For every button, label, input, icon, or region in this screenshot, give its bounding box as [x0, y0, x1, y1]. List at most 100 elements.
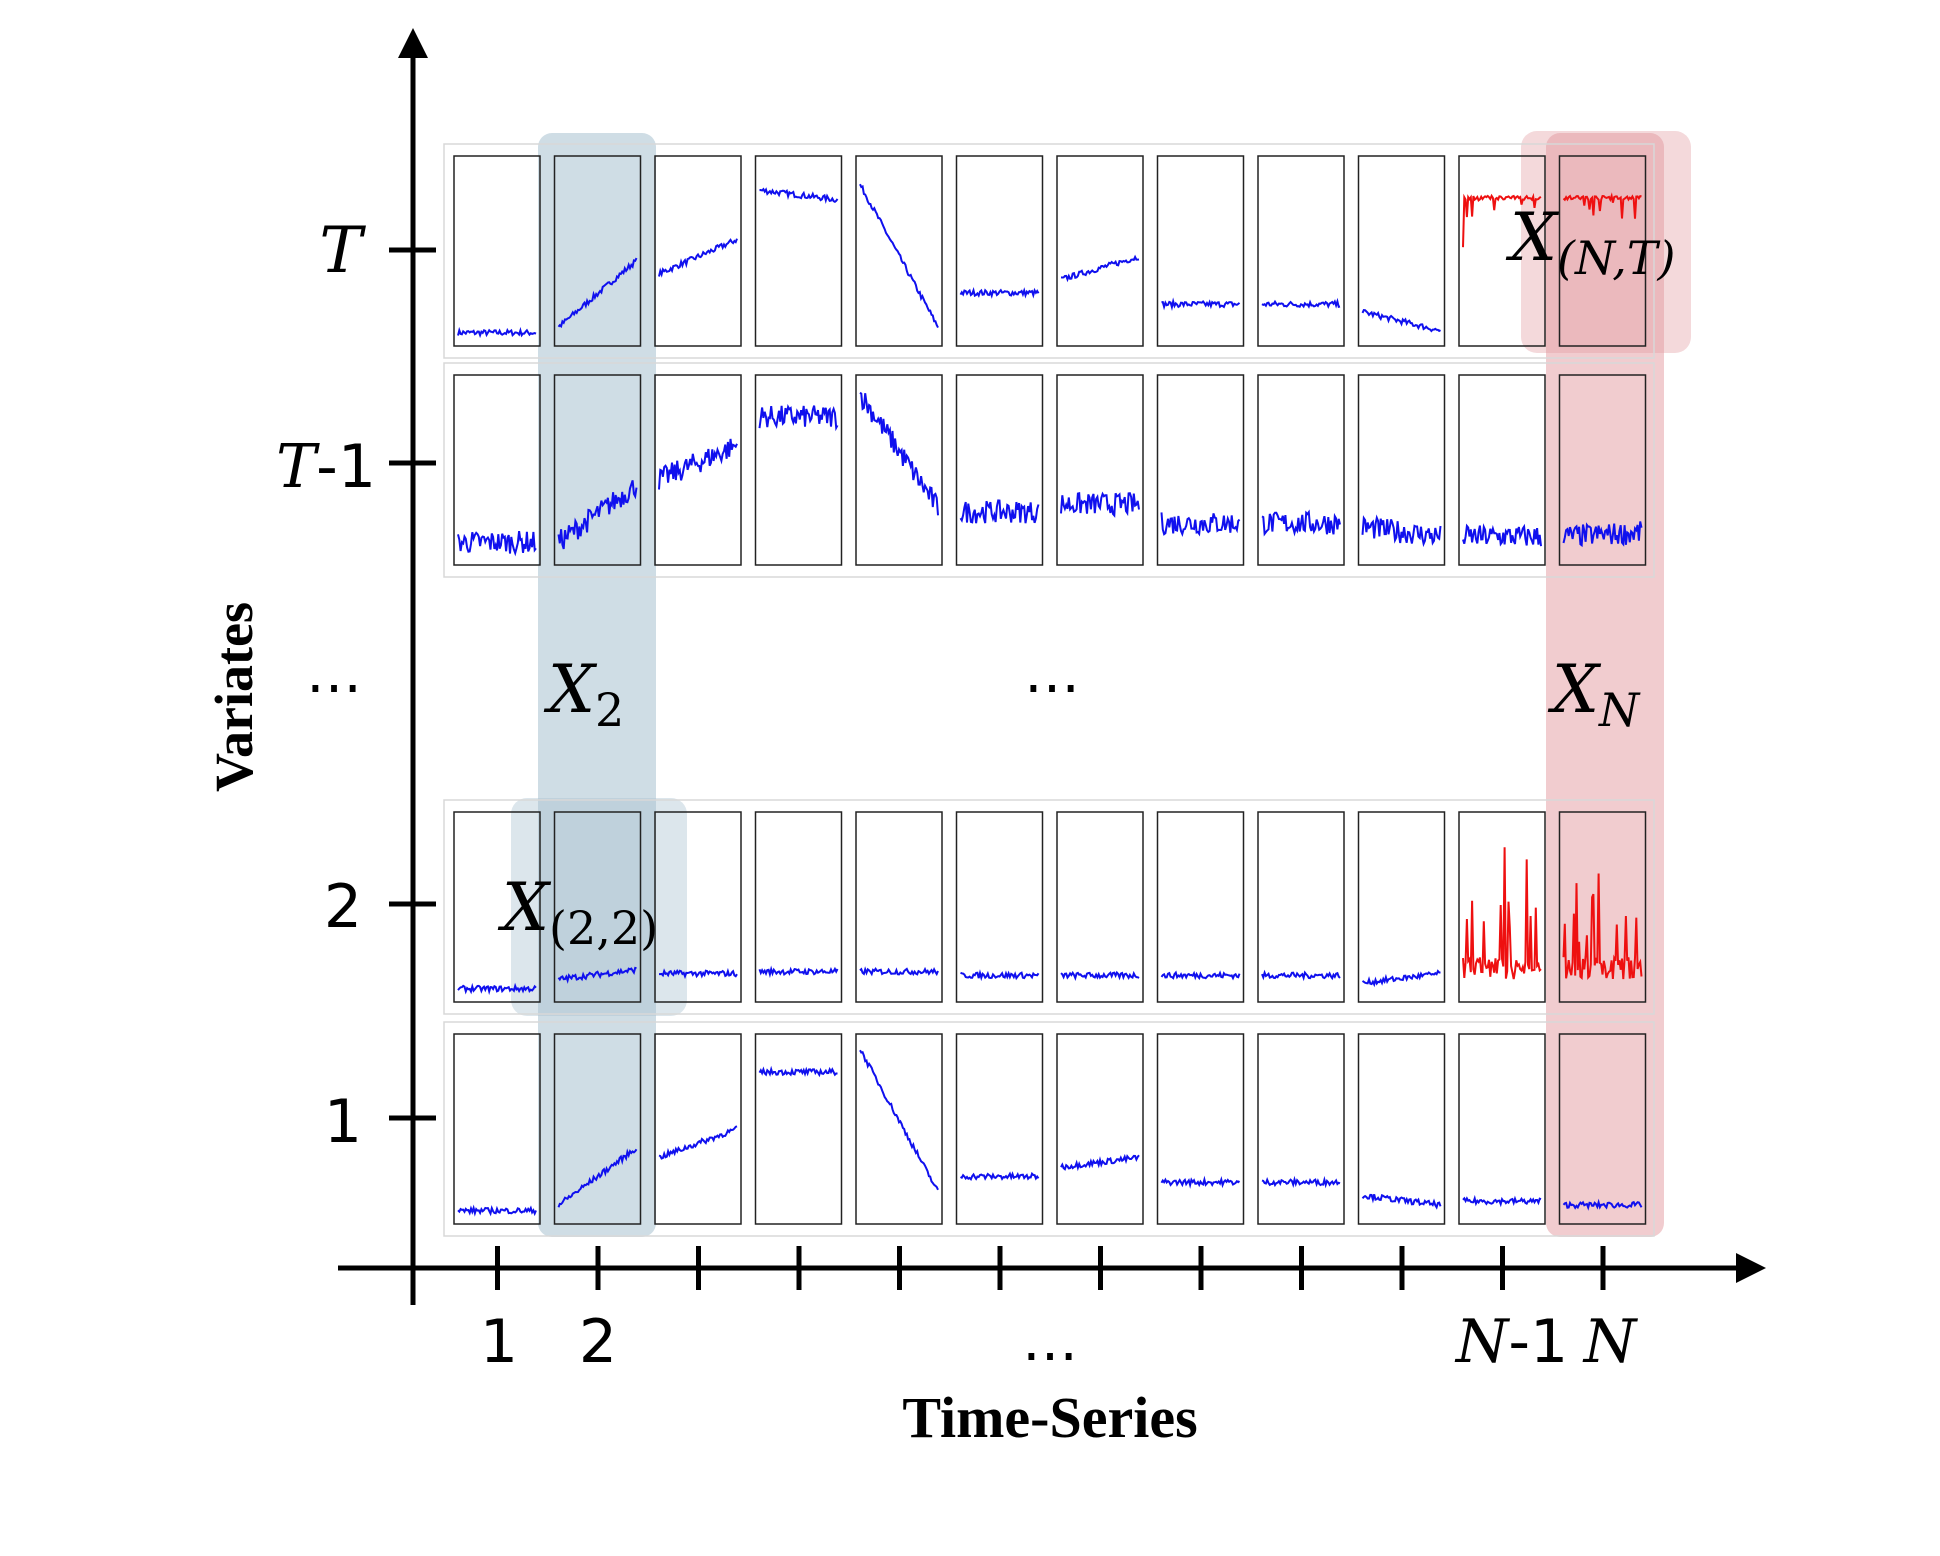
series-line	[1160, 1175, 1241, 1189]
series-cell-frame	[1056, 374, 1144, 566]
series-line	[1060, 254, 1140, 283]
series-line	[1060, 491, 1140, 518]
series-cell	[1357, 1033, 1446, 1225]
series-cell	[955, 1033, 1044, 1225]
series-cell	[855, 374, 943, 566]
anomalous-series-line	[1562, 192, 1642, 219]
series-cell-frame	[754, 811, 843, 1003]
series-cell	[1257, 155, 1345, 347]
series-cell-frame	[1257, 374, 1345, 566]
y-tick-label-1: 1	[324, 1087, 362, 1157]
series-line	[457, 1204, 537, 1217]
variate-row-1	[443, 1021, 1655, 1237]
series-cell-frame	[453, 374, 541, 566]
series-cell	[553, 811, 642, 1003]
series-cell	[855, 155, 943, 347]
series-cell	[754, 811, 843, 1003]
series-cell-frame	[1156, 1033, 1245, 1225]
series-cell-frame	[1357, 1033, 1446, 1225]
series-cell	[1357, 811, 1446, 1003]
series-line	[859, 183, 939, 329]
series-cell-frame	[855, 374, 943, 566]
series-cell	[453, 155, 541, 347]
series-cell	[453, 1033, 541, 1225]
y-axis-ticks	[389, 247, 436, 1121]
series-line	[1462, 1194, 1542, 1208]
series-cell-frame	[654, 155, 742, 347]
series-line	[1160, 970, 1241, 981]
series-cell	[754, 374, 843, 566]
series-cell	[1558, 374, 1647, 566]
series-line	[1161, 297, 1241, 311]
series-line	[557, 966, 637, 984]
variate-row-T-1	[443, 362, 1655, 578]
series-cell	[1558, 155, 1647, 347]
series-cell	[1558, 1033, 1647, 1225]
series-cell-frame	[654, 811, 742, 1003]
series-cell-frame	[754, 155, 843, 347]
series-cell	[1458, 155, 1546, 347]
column-n-label: XN	[1547, 651, 1641, 737]
series-line	[959, 287, 1040, 299]
series-cell	[654, 811, 742, 1003]
series-cell	[553, 374, 642, 566]
series-cell-frame	[1357, 155, 1446, 347]
series-line	[859, 1049, 939, 1191]
series-line	[758, 965, 839, 979]
series-cell	[1156, 811, 1245, 1003]
series-cell	[1458, 811, 1546, 1003]
cell-n-t-label: X(N,T)	[1505, 199, 1676, 285]
y-tick-label-2: 2	[324, 872, 362, 942]
x-tick-label-n: N	[1582, 1307, 1639, 1377]
series-cell-frame	[1558, 1033, 1647, 1225]
x-tick-label-1: 1	[480, 1307, 518, 1377]
series-cell-frame	[855, 811, 943, 1003]
variate-row-2	[443, 799, 1655, 1015]
series-cell-frame	[553, 155, 642, 347]
series-line	[1060, 1153, 1140, 1172]
anomalous-series-line	[1562, 873, 1643, 981]
x-axis-ticks	[495, 1246, 1606, 1290]
series-cell-frame	[754, 1033, 843, 1225]
series-cell-frame	[855, 1033, 943, 1225]
series-cell	[453, 811, 541, 1003]
anomalous-series-line	[1462, 192, 1542, 248]
axes	[338, 28, 1766, 1305]
variate-row-T	[443, 143, 1655, 359]
series-line	[960, 1171, 1040, 1181]
series-cell-frame	[754, 374, 843, 566]
series-cell-frame	[955, 155, 1044, 347]
anomalous-series-line	[1462, 847, 1542, 980]
series-cell	[1357, 155, 1446, 347]
series-cell-frame	[955, 1033, 1044, 1225]
x-axis-ellipsis: …	[1022, 1309, 1078, 1374]
series-line	[457, 982, 537, 996]
series-line	[1261, 1175, 1341, 1189]
series-line	[1361, 1193, 1442, 1210]
series-cell-frame	[1156, 374, 1245, 566]
y-tick-label-ellipsis: …	[306, 641, 362, 706]
series-cell-frame	[1056, 1033, 1144, 1225]
series-line	[1361, 514, 1442, 548]
series-cell	[855, 1033, 943, 1225]
series-cell-frame	[453, 155, 541, 347]
series-line	[1261, 969, 1341, 982]
series-cell-frame	[1257, 811, 1345, 1003]
series-cell	[1156, 374, 1245, 566]
cell-n-t-highlight	[1521, 131, 1691, 353]
series-line	[1060, 970, 1140, 982]
series-cell	[1056, 1033, 1144, 1225]
x-tick-label-2: 2	[579, 1307, 617, 1377]
series-cell-frame	[955, 374, 1044, 566]
series-cell	[1257, 811, 1345, 1003]
series-cell-frame	[1357, 374, 1446, 566]
series-line	[658, 1125, 738, 1160]
grid-ellipsis: …	[1024, 641, 1080, 706]
series-cell	[855, 811, 943, 1003]
series-line	[1562, 1198, 1643, 1211]
series-cell-frame	[1257, 155, 1345, 347]
series-line	[1261, 297, 1341, 309]
series-line	[960, 969, 1040, 982]
series-cell-frame	[1357, 811, 1446, 1003]
series-cell	[1156, 1033, 1245, 1225]
